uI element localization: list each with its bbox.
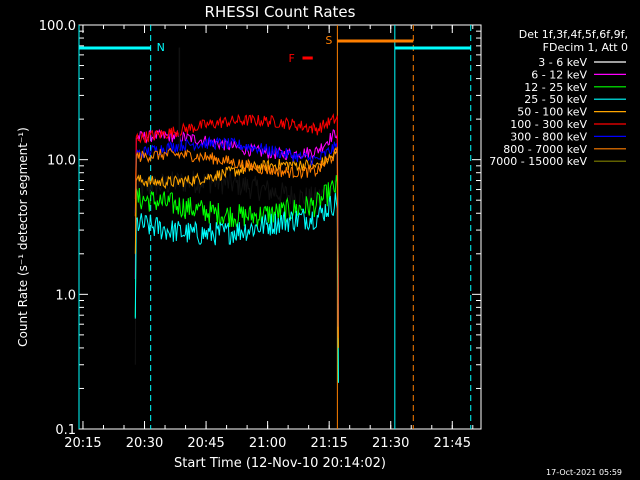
plot-area: 20:15 20:30 20:45 21:00 21:15 21:30 21:45 0.1 1.… [39, 19, 482, 451]
series-line [134, 175, 339, 382]
x-tick-label: 20:30 [126, 436, 163, 451]
y-tick-label: 100.0 [39, 19, 76, 34]
legend-entry: 50 - 100 keV [517, 106, 587, 119]
chart-title: RHESSI Count Rates [205, 3, 356, 21]
night-label: N [157, 41, 165, 54]
legend-entry: 100 - 300 keV [510, 118, 587, 131]
legend-entry: 6 - 12 keV [531, 68, 587, 81]
y-axis-label: Count Rate (s⁻¹ detector segment⁻¹) [16, 127, 30, 347]
legend-header: Det 1f,3f,4f,5f,6f,9f, [519, 28, 628, 41]
series-line [134, 146, 339, 338]
legend-entry: 12 - 25 keV [524, 81, 587, 94]
legend-entry: 800 - 7000 keV [503, 143, 587, 156]
legend: Det 1f,3f,4f,5f,6f,9f,FDecim 1, Att 0 3 -… [489, 28, 628, 168]
x-tick-label: 21:00 [249, 436, 286, 451]
x-tick-label: 20:45 [187, 436, 224, 451]
timestamp: 17-Oct-2021 05:59 [546, 468, 622, 477]
saa-label: S [325, 34, 332, 47]
legend-entry: 25 - 50 keV [524, 93, 587, 106]
legend-entry: 300 - 800 keV [510, 130, 587, 143]
y-tick-label: 10.0 [47, 154, 76, 169]
x-axis-label: Start Time (12-Nov-10 20:14:02) [174, 456, 386, 471]
legend-entry: 3 - 6 keV [538, 56, 587, 69]
series-line [134, 192, 339, 383]
legend-entry: 7000 - 15000 keV [489, 155, 587, 168]
x-tick-label: 21:45 [434, 436, 471, 451]
series-line [134, 113, 339, 304]
x-tick-label: 21:30 [372, 436, 409, 451]
flare-label: F [289, 52, 295, 65]
x-tick-label: 21:15 [310, 436, 347, 451]
y-tick-label: 0.1 [55, 423, 76, 438]
series-line [134, 170, 339, 365]
legend-header: FDecim 1, Att 0 [543, 41, 628, 54]
y-tick-label: 1.0 [55, 288, 76, 303]
x-tick-label: 20:15 [64, 436, 101, 451]
